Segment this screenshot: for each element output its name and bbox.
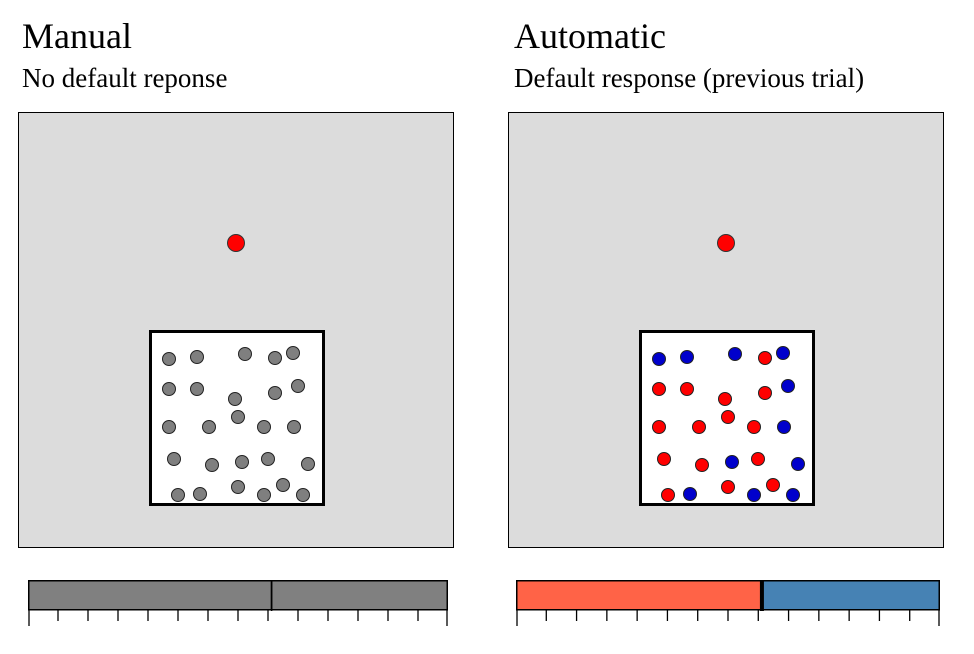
gray-dot	[228, 392, 242, 406]
red-dot	[692, 420, 706, 434]
blue-dot	[683, 487, 697, 501]
blue-dot	[652, 352, 666, 366]
gray-dot	[268, 351, 282, 365]
red-dot	[758, 386, 772, 400]
gray-dot	[202, 420, 216, 434]
gray-dot	[268, 386, 282, 400]
response-scale[interactable]	[516, 580, 940, 630]
gray-dot	[193, 487, 207, 501]
gray-dot	[231, 410, 245, 424]
red-dot	[661, 488, 675, 502]
blue-dot	[786, 488, 800, 502]
gray-dot	[231, 480, 245, 494]
panel-subtitle: No default reponse	[22, 63, 228, 93]
gray-dot	[301, 457, 315, 471]
blue-dot	[781, 379, 795, 393]
dot-box	[639, 330, 815, 506]
response-scale[interactable]	[28, 580, 448, 630]
scale-left-segment	[28, 580, 273, 611]
gray-dot	[205, 458, 219, 472]
gray-dot	[235, 455, 249, 469]
automatic-panel: Automatic Default response (previous tri…	[490, 0, 974, 654]
red-dot	[657, 452, 671, 466]
gray-dot	[296, 488, 310, 502]
blue-dot	[680, 350, 694, 364]
red-dot	[751, 452, 765, 466]
fixation-target	[227, 234, 245, 252]
gray-dot	[171, 488, 185, 502]
gray-dot	[276, 478, 290, 492]
gray-dot	[167, 452, 181, 466]
gray-dot	[162, 352, 176, 366]
red-dot	[652, 382, 666, 396]
dot-box	[149, 330, 325, 506]
panel-title: Automatic	[514, 16, 666, 56]
scale-left-segment	[516, 580, 763, 611]
gray-dot	[257, 488, 271, 502]
scale-right-segment	[270, 580, 448, 611]
blue-dot	[725, 455, 739, 469]
stimulus-arena	[18, 112, 454, 548]
blue-dot	[728, 347, 742, 361]
gray-dot	[287, 420, 301, 434]
fixation-target	[717, 234, 735, 252]
panel-subtitle: Default response (previous trial)	[514, 63, 865, 93]
scale-right-segment	[761, 580, 940, 611]
red-dot	[652, 420, 666, 434]
red-dot	[747, 420, 761, 434]
red-dot	[680, 382, 694, 396]
red-dot	[766, 478, 780, 492]
blue-dot	[791, 457, 805, 471]
gray-dot	[238, 347, 252, 361]
gray-dot	[190, 382, 204, 396]
gray-dot	[190, 350, 204, 364]
blue-dot	[747, 488, 761, 502]
manual-panel: Manual No default reponse	[18, 16, 454, 630]
gray-dot	[286, 346, 300, 360]
red-dot	[721, 410, 735, 424]
panel-title: Manual	[22, 16, 132, 56]
gray-dot	[291, 379, 305, 393]
stimulus-arena	[508, 112, 944, 548]
gray-dot	[261, 452, 275, 466]
red-dot	[718, 392, 732, 406]
gray-dot	[162, 382, 176, 396]
gray-dot	[257, 420, 271, 434]
blue-dot	[777, 420, 791, 434]
blue-dot	[776, 346, 790, 360]
gray-dot	[162, 420, 176, 434]
red-dot	[758, 351, 772, 365]
red-dot	[695, 458, 709, 472]
red-dot	[721, 480, 735, 494]
